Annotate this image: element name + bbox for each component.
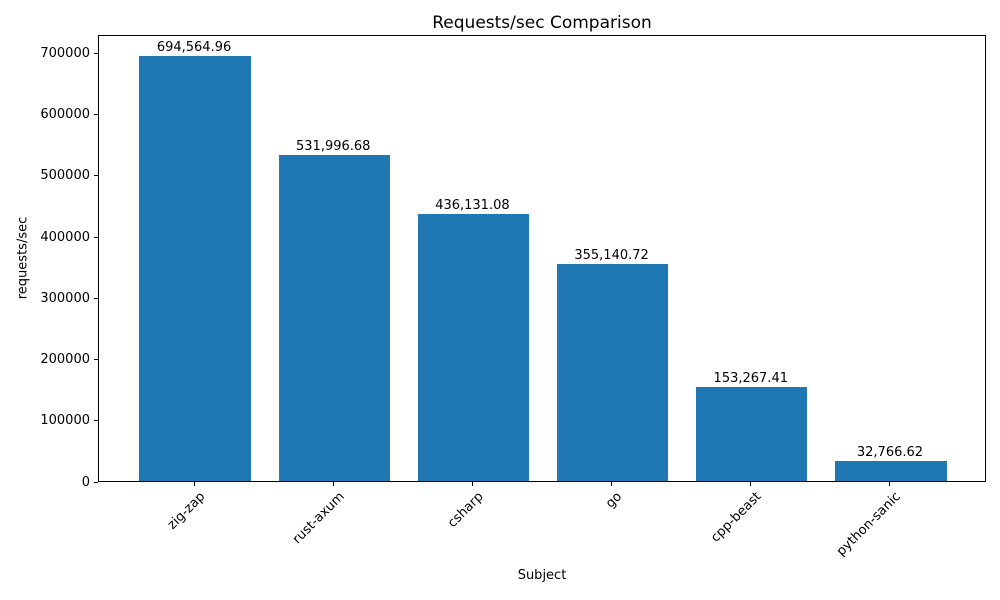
x-tick-label-csharp: csharp	[444, 489, 487, 531]
y-tick-mark	[94, 52, 98, 54]
bar-go	[556, 263, 669, 481]
bar-rust-axum	[278, 155, 390, 481]
x-tick-mark	[471, 482, 473, 486]
y-tick-label: 300000	[40, 290, 90, 306]
plot-area	[98, 35, 986, 482]
chart-title: Requests/sec Comparison	[432, 13, 652, 33]
y-axis-label: requests/sec	[15, 216, 31, 300]
bar-value-label: 153,267.41	[713, 371, 788, 387]
bar-value-label: 355,140.72	[574, 247, 649, 263]
bar-cpp-beast	[696, 387, 808, 481]
x-tick-label-go: go	[603, 489, 626, 512]
y-tick-mark	[94, 114, 98, 116]
y-tick-mark	[94, 420, 98, 422]
x-tick-label-python-sanic: python-sanic	[833, 489, 904, 560]
x-tick-mark	[332, 482, 334, 486]
x-axis-label: Subject	[517, 568, 567, 583]
x-tick-label-rust-axum: rust-axum	[289, 489, 348, 548]
y-tick-label: 400000	[40, 229, 90, 245]
bar-value-label: 436,131.08	[435, 197, 510, 213]
y-tick-mark	[94, 175, 98, 177]
y-tick-label: 600000	[40, 107, 90, 123]
bar-csharp	[417, 213, 530, 481]
y-tick-label: 100000	[40, 413, 90, 429]
y-tick-label: 500000	[40, 168, 90, 184]
bar-zig-zap	[139, 55, 251, 481]
bar-value-label: 32,766.62	[856, 444, 924, 460]
x-tick-label-cpp-beast: cpp-beast	[708, 489, 765, 546]
x-tick-mark	[889, 482, 891, 486]
x-tick-mark	[611, 482, 613, 486]
y-tick-mark	[94, 359, 98, 361]
x-tick-mark	[193, 482, 195, 486]
y-tick-mark	[94, 236, 98, 238]
y-tick-label: 0	[81, 474, 90, 490]
y-tick-mark	[94, 481, 98, 483]
bar-value-label: 694,564.96	[156, 39, 232, 55]
y-tick-label: 200000	[40, 352, 90, 368]
bar-value-label: 531,996.68	[296, 139, 371, 155]
bar-python-sanic	[835, 460, 947, 481]
y-tick-label: 700000	[40, 45, 90, 61]
x-tick-mark	[750, 482, 752, 486]
x-tick-label-zig-zap: zig-zap	[164, 489, 208, 533]
y-tick-mark	[94, 297, 98, 299]
